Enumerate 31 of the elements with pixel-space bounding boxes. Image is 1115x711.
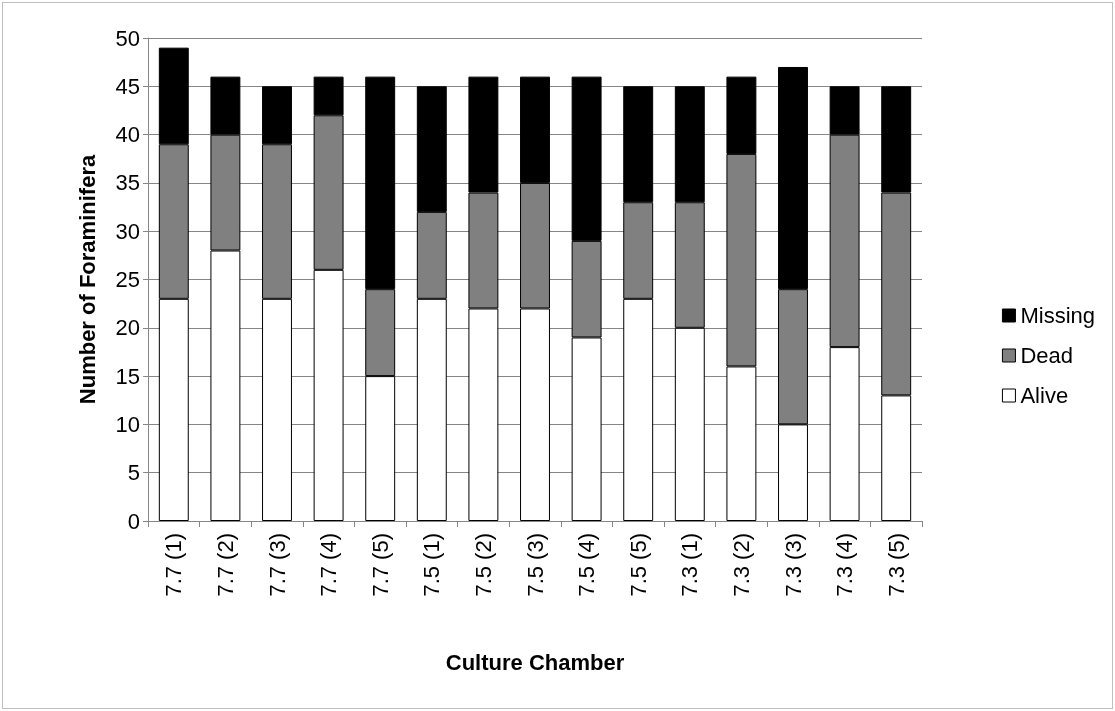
y-tick-label: 5 [127,460,140,486]
x-axis-title: Culture Chamber [445,649,625,675]
legend-label: Alive [1020,383,1069,408]
x-tick-label: 7.5 (4) [574,533,600,597]
y-tick-label: 20 [115,315,140,341]
legend-label: Dead [1020,343,1074,368]
y-tick-label: 0 [127,508,140,534]
x-tick-label: 7.7 (3) [264,533,290,597]
legend-label: Missing [1020,303,1096,328]
x-tick-label: 7.3 (3) [780,533,806,597]
x-tick-label: 7.3 (4) [832,533,858,597]
x-tick-label: 7.3 (1) [677,533,703,597]
x-tick-label: 7.7 (5) [367,533,393,597]
y-tick-label: 15 [115,363,140,389]
x-tick-label: 7.5 (2) [470,533,496,597]
x-tick-label: 7.5 (1) [419,533,445,597]
x-tick-label: 7.7 (2) [212,533,238,597]
y-tick-label: 10 [115,411,140,437]
y-tick-label: 50 [115,25,140,51]
x-tick-label: 7.7 (1) [161,533,187,597]
y-tick-label: 30 [115,218,140,244]
y-tick-label: 40 [115,122,140,148]
x-tick-label: 7.5 (3) [522,533,548,597]
x-tick-label: 7.3 (2) [728,533,754,597]
y-tick-label: 25 [115,267,140,292]
y-tick-label: 35 [115,170,140,196]
x-tick-label: 7.7 (4) [316,533,342,597]
x-tick-label: 7.5 (5) [625,533,651,597]
y-tick-label: 45 [115,73,140,99]
y-axis-title: Number of Foraminifera [74,154,100,405]
x-tick-label: 7.3 (5) [883,533,909,597]
